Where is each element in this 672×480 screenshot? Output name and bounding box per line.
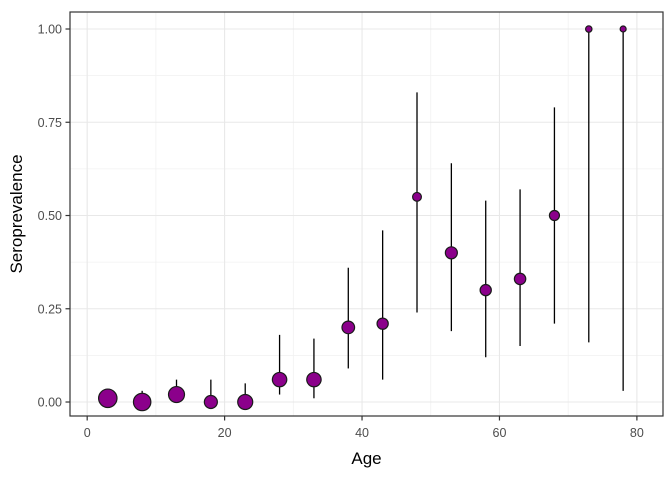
data-point: [271, 371, 288, 388]
data-point: [412, 191, 423, 202]
data-point: [548, 209, 561, 222]
data-point: [444, 246, 458, 260]
x-tick-label: 80: [630, 426, 644, 440]
data-point: [237, 393, 254, 411]
data-point: [167, 385, 186, 404]
data-point: [584, 25, 593, 33]
data-point: [97, 388, 118, 409]
x-tick-label: 20: [218, 426, 232, 440]
y-tick-label: 0.75: [38, 116, 62, 130]
x-tick-label: 0: [84, 426, 91, 440]
y-tick-label: 0.00: [38, 396, 62, 410]
data-point: [513, 272, 527, 286]
data-point: [376, 317, 389, 330]
data-point: [341, 320, 356, 335]
x-tick-label: 40: [355, 426, 369, 440]
y-tick-label: 0.25: [38, 302, 62, 316]
x-tick-label: 60: [493, 426, 507, 440]
data-point: [306, 371, 322, 388]
data-point: [479, 283, 492, 297]
y-axis-title: Seroprevalence: [7, 154, 26, 274]
panel-background: [70, 12, 663, 416]
y-tick-label: 0.50: [38, 209, 62, 223]
data-point: [203, 394, 218, 410]
panel-border: [69, 11, 664, 417]
data-point: [619, 25, 627, 33]
x-axis-title: Age: [351, 449, 382, 468]
data-point: [132, 392, 152, 412]
y-tick-label: 1.00: [38, 23, 62, 37]
